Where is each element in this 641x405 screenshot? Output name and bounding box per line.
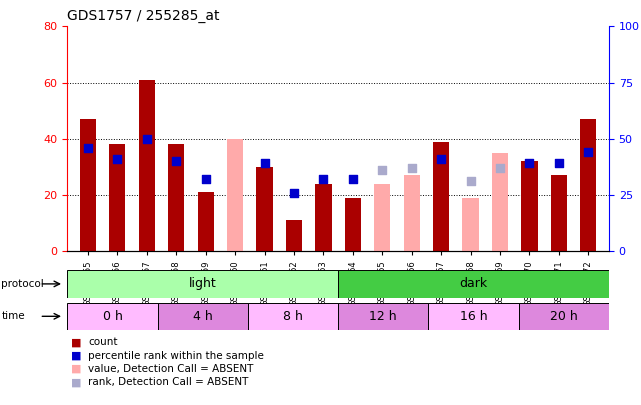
Point — [260, 160, 270, 167]
Bar — [315, 184, 331, 251]
Text: 20 h: 20 h — [550, 310, 578, 323]
Point — [201, 176, 211, 182]
Text: ■: ■ — [71, 364, 81, 374]
Bar — [256, 167, 272, 251]
Point — [495, 165, 505, 171]
Bar — [158, 303, 248, 330]
Point — [142, 135, 152, 142]
Bar — [519, 303, 609, 330]
Text: protocol: protocol — [1, 279, 44, 289]
Point — [524, 160, 535, 167]
Point — [554, 160, 564, 167]
Text: GDS1757 / 255285_at: GDS1757 / 255285_at — [67, 9, 220, 23]
Text: 0 h: 0 h — [103, 310, 122, 323]
Bar — [374, 184, 390, 251]
Point — [406, 165, 417, 171]
Bar — [521, 161, 538, 251]
Bar — [463, 198, 479, 251]
Point — [583, 149, 594, 156]
Bar — [338, 270, 609, 298]
Point — [171, 158, 181, 164]
Text: light: light — [189, 277, 217, 290]
Bar — [67, 303, 158, 330]
Text: 12 h: 12 h — [369, 310, 397, 323]
Bar — [138, 80, 155, 251]
Text: time: time — [1, 311, 25, 321]
Bar — [428, 303, 519, 330]
Text: dark: dark — [460, 277, 488, 290]
Text: rank, Detection Call = ABSENT: rank, Detection Call = ABSENT — [88, 377, 249, 387]
Bar — [109, 144, 126, 251]
Text: 16 h: 16 h — [460, 310, 487, 323]
Bar — [67, 270, 338, 298]
Text: ■: ■ — [71, 351, 81, 360]
Point — [289, 190, 299, 196]
Text: 4 h: 4 h — [193, 310, 213, 323]
Text: percentile rank within the sample: percentile rank within the sample — [88, 351, 264, 360]
Bar — [551, 175, 567, 251]
Point — [347, 176, 358, 182]
Point — [377, 167, 387, 173]
Text: 8 h: 8 h — [283, 310, 303, 323]
Bar — [248, 303, 338, 330]
Bar — [580, 119, 596, 251]
Bar — [227, 139, 243, 251]
Bar — [286, 220, 302, 251]
Bar — [168, 144, 185, 251]
Bar — [492, 153, 508, 251]
Text: count: count — [88, 337, 118, 347]
Bar — [433, 141, 449, 251]
Text: value, Detection Call = ABSENT: value, Detection Call = ABSENT — [88, 364, 254, 374]
Text: ■: ■ — [71, 337, 81, 347]
Text: ■: ■ — [71, 377, 81, 387]
Bar — [80, 119, 96, 251]
Bar — [345, 198, 361, 251]
Point — [436, 156, 446, 162]
Bar — [338, 303, 428, 330]
Point — [465, 178, 476, 185]
Point — [112, 156, 122, 162]
Bar — [404, 175, 420, 251]
Point — [83, 145, 93, 151]
Point — [319, 176, 329, 182]
Bar — [197, 192, 213, 251]
